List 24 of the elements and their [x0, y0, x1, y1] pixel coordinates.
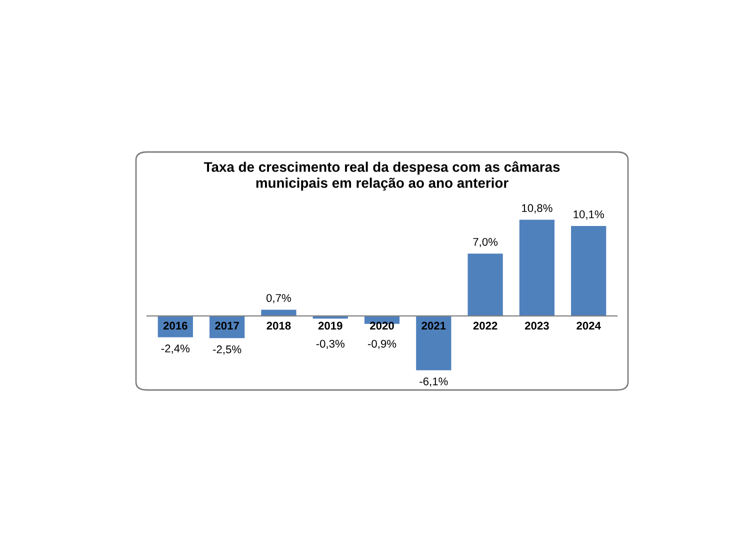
data-label: -2,4%: [161, 344, 190, 354]
x-tick-label: 2021: [422, 322, 446, 330]
data-label: -6,1%: [420, 377, 448, 387]
x-tick-label: 2024: [576, 322, 601, 330]
x-tick-label: 2018: [266, 322, 291, 330]
bar: [261, 310, 296, 316]
chart-title: Taxa de crescimento real da despesa com as câmaras municipais em relação ao ano anterior: [204, 161, 560, 191]
data-label: -2,5%: [213, 345, 242, 355]
data-label: -0,9%: [368, 340, 396, 350]
data-label: 10,8%: [522, 204, 552, 214]
x-tick-label: 2016: [163, 322, 188, 330]
bar: [519, 220, 555, 316]
x-tick-label: 2019: [318, 322, 342, 330]
bar: [468, 254, 503, 316]
bar: [571, 226, 606, 316]
x-tick-label: 2017: [215, 322, 239, 330]
x-tick-label: 2020: [370, 322, 394, 330]
data-label: -0,3%: [316, 340, 344, 350]
data-label: 7,0%: [473, 238, 498, 248]
x-tick-label: 2023: [524, 322, 549, 330]
x-tick-label: 2022: [473, 322, 498, 330]
bar: [416, 316, 452, 370]
data-label: 10,1%: [574, 210, 604, 220]
data-label: 0,7%: [266, 294, 291, 304]
